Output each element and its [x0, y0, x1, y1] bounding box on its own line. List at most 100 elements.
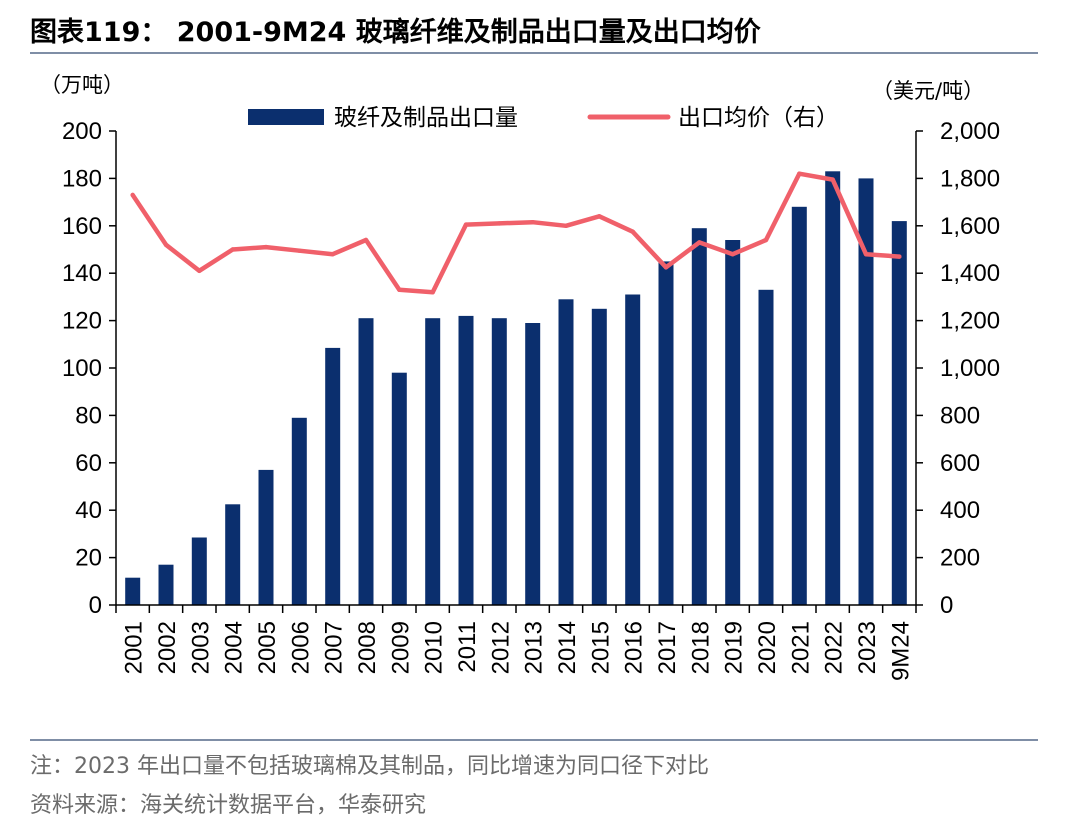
line-series	[130, 171, 902, 295]
x-tick-label: 2010	[421, 621, 448, 674]
x-tick-label: 2023	[854, 621, 881, 674]
left-tick-label: 100	[62, 355, 102, 382]
x-tick-label: 2013	[521, 621, 548, 674]
right-tick-label: 400	[940, 497, 980, 524]
x-tick-label: 2006	[287, 621, 314, 674]
x-tick-label: 2014	[554, 621, 581, 674]
left-tick-label: 120	[62, 308, 102, 335]
x-tick-label: 2004	[221, 621, 248, 674]
price-point-2018	[697, 240, 702, 245]
chart-source: 资料来源：海关统计数据平台，华泰研究	[30, 793, 427, 818]
bar-2008	[358, 318, 374, 605]
bar-2011	[458, 315, 474, 605]
bar-2002	[158, 564, 174, 605]
right-tick-label: 1,600	[940, 213, 1000, 240]
right-tick-label: 600	[940, 450, 980, 477]
left-tick-label: 0	[89, 592, 102, 619]
bar-2016	[625, 294, 641, 605]
bar-2019	[725, 240, 741, 605]
bar-series	[125, 171, 907, 606]
left-tick-label: 40	[75, 497, 102, 524]
bar-9M24	[891, 221, 907, 605]
x-tick-label: 2022	[821, 621, 848, 674]
price-point-2010	[430, 290, 435, 295]
right-tick-label: 1,400	[940, 260, 1000, 287]
price-point-2020	[763, 237, 769, 243]
price-point-2011	[463, 222, 469, 227]
footer-divider	[30, 739, 1038, 741]
bar-2007	[325, 347, 341, 605]
x-tick-label: 2011	[454, 621, 481, 673]
price-line	[130, 171, 902, 295]
x-tick-label: 2008	[354, 621, 381, 674]
price-point-2023	[863, 252, 869, 257]
bar-2018	[691, 228, 707, 605]
bar-2001	[125, 577, 141, 605]
legend-line-label: 出口均价（右）	[678, 105, 839, 131]
price-point-2012	[497, 221, 502, 226]
price-point-2014	[563, 223, 569, 228]
x-tick-label: 2005	[254, 621, 281, 674]
bar-2004	[225, 504, 241, 605]
bar-2006	[291, 417, 307, 605]
price-point-2022	[830, 177, 835, 182]
legend-bar-label: 玻纤及制品出口量	[334, 105, 518, 131]
right-tick-label: 0	[940, 592, 953, 619]
x-tick-label: 2007	[321, 621, 348, 674]
left-axis-unit: （万吨）	[40, 73, 124, 97]
price-point-2013	[530, 220, 535, 225]
bar-2017	[658, 261, 674, 605]
price-point-2005	[263, 244, 269, 250]
price-point-2007	[330, 252, 335, 257]
bar-2009	[391, 372, 407, 605]
bar-2020	[758, 289, 774, 605]
x-tick-label: 2015	[587, 621, 614, 674]
x-tick-label: 2019	[721, 621, 748, 674]
x-tick-label: 2009	[387, 621, 414, 674]
x-tick-label: 2018	[687, 621, 714, 674]
left-tick-label: 60	[75, 450, 102, 477]
left-tick-label: 200	[62, 118, 102, 145]
figure-title: 图表119： 2001-9M24 玻璃纤维及制品出口量及出口均价	[30, 17, 761, 48]
price-point-9M24	[897, 254, 902, 259]
legend: 玻纤及制品出口量 出口均价（右）	[248, 105, 839, 131]
left-tick-label: 80	[75, 402, 102, 429]
bar-2022	[825, 171, 841, 606]
x-tick-label: 2017	[654, 621, 681, 674]
axes	[109, 130, 923, 613]
title-divider	[30, 52, 1038, 54]
x-tick-label: 2021	[787, 621, 814, 674]
right-tick-label: 1,800	[940, 165, 1000, 192]
price-point-2003	[197, 268, 202, 273]
x-tick-label: 2001	[121, 621, 148, 674]
chart-note: 注：2023 年出口量不包括玻璃棉及其制品，同比增速为同口径下对比	[30, 754, 709, 779]
price-point-2015	[597, 214, 602, 219]
bar-2023	[858, 178, 874, 605]
bar-2021	[791, 206, 807, 606]
x-tick-label: 2016	[621, 621, 648, 674]
right-tick-label: 1,200	[940, 308, 1000, 335]
price-point-2017	[663, 265, 669, 270]
price-point-2019	[730, 252, 735, 257]
left-tick-label: 140	[62, 260, 102, 287]
price-point-2021	[797, 171, 802, 176]
left-tick-label: 20	[75, 545, 102, 572]
left-tick-label: 180	[62, 165, 102, 192]
x-tick-label: 9M24	[887, 621, 914, 681]
bar-2003	[191, 537, 207, 605]
legend-bar-swatch	[248, 109, 324, 125]
price-point-2001	[130, 192, 135, 198]
right-tick-label: 1,000	[940, 355, 1000, 382]
price-point-2006	[297, 248, 302, 253]
bar-2015	[591, 308, 607, 606]
price-point-2008	[363, 237, 369, 243]
x-tick-label: 2003	[187, 621, 214, 674]
x-tick-label: 2020	[754, 621, 781, 674]
x-tick-label: 2012	[487, 621, 514, 674]
bar-2010	[425, 318, 441, 605]
right-tick-label: 200	[940, 545, 980, 572]
price-point-2002	[163, 242, 169, 247]
price-point-2009	[397, 287, 402, 292]
